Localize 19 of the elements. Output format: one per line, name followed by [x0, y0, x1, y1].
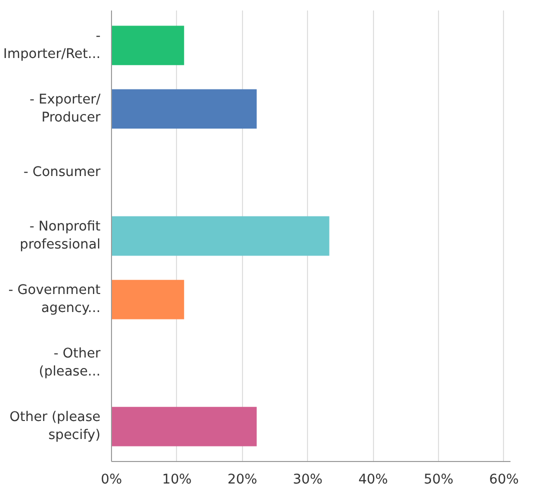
x-tick-label: 60% — [489, 472, 519, 488]
x-tick-label: 30% — [292, 472, 323, 488]
y-tick-label: - Importer/Ret... — [3, 28, 101, 62]
x-tick-label: 40% — [358, 472, 388, 488]
y-tick-label: - Nonprofit professional — [20, 220, 101, 252]
bar — [112, 280, 184, 320]
y-tick-label: - Government agency... — [8, 283, 101, 316]
bar — [112, 406, 257, 446]
y-tick-label: Other (please specify) — [10, 410, 101, 444]
y-tick-label: - Other (please... — [38, 346, 102, 380]
x-tick-label: 10% — [162, 472, 192, 488]
y-tick-label: - Consumer — [23, 164, 102, 180]
x-tick-label: 20% — [228, 472, 258, 488]
bar — [112, 26, 184, 66]
x-tick-label: 0% — [100, 472, 122, 488]
x-tick-label: 50% — [424, 472, 454, 488]
bar — [112, 216, 330, 256]
y-tick-label: - Exporter/ Producer — [30, 92, 102, 126]
bar — [112, 89, 257, 129]
